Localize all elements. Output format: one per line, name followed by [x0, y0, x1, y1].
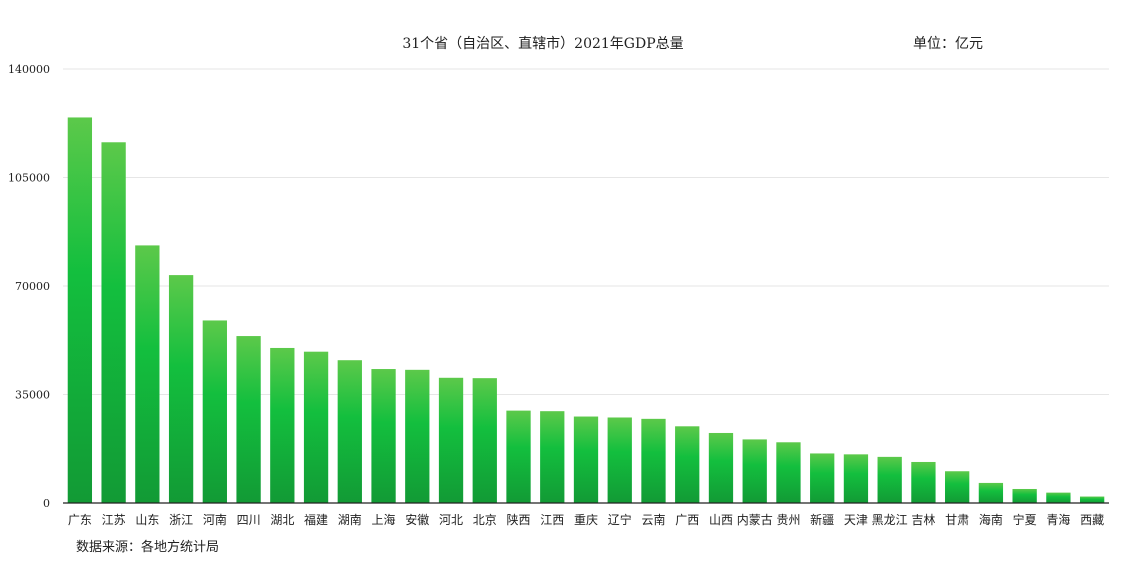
bar-青海: [1046, 492, 1071, 503]
bar-贵州: [776, 442, 801, 503]
bars: [67, 117, 1105, 503]
bar-宁夏: [1012, 488, 1037, 503]
x-tick-label: 重庆: [574, 513, 598, 527]
bar-安徽: [405, 369, 430, 503]
x-tick-label: 山东: [135, 513, 159, 527]
x-tick-label: 新疆: [810, 512, 834, 527]
x-tick-label: 吉林: [911, 513, 935, 527]
bar-黑龙江: [877, 456, 902, 503]
x-tick-label: 广西: [675, 513, 699, 527]
axes: 0 35000 70000 105000 140000 广东 江苏 山东 浙江 河南 四川 湖北 福建湖…: [8, 63, 1109, 527]
bar-云南: [641, 418, 666, 503]
x-tick-label: 浙江: [169, 513, 193, 527]
bar-湖北: [270, 347, 295, 503]
source-label: 数据来源：各地方统计局: [76, 540, 220, 555]
x-tick-label: 湖南: [338, 512, 362, 527]
bar-西藏: [1079, 496, 1105, 503]
x-tick-label: 河北: [439, 513, 463, 527]
x-tick-label: 黑龙江: [872, 513, 908, 527]
x-tick-label: 宁夏: [1013, 512, 1037, 527]
bar-四川: [236, 336, 261, 503]
bar-陕西: [506, 410, 531, 503]
bar-甘肃: [945, 471, 970, 503]
x-tick-label: 广东: [68, 513, 92, 527]
y-tick-label: 105000: [8, 172, 50, 185]
x-tick-label: 福建: [304, 512, 328, 527]
bar-山西: [708, 432, 734, 503]
x-tick-label: 江苏: [102, 513, 126, 527]
bar-海南: [978, 482, 1004, 503]
x-tick-label: 天津: [844, 513, 868, 527]
x-tick-label: 陕西: [507, 512, 531, 527]
bar-湖南: [337, 360, 362, 503]
x-tick-label: 河南: [203, 512, 227, 527]
x-tick-label: 北京: [473, 513, 497, 527]
y-tick-label: 35000: [15, 389, 50, 402]
x-tick-label: 内蒙古: [737, 512, 773, 527]
bar-上海: [371, 369, 396, 503]
bar-新疆: [810, 453, 835, 503]
unit-label: 单位：亿元: [913, 36, 983, 52]
bar-山东: [135, 245, 160, 503]
bar-重庆: [573, 416, 599, 503]
bar-广东: [67, 117, 93, 503]
x-tick-label: 四川: [237, 513, 261, 527]
x-tick-label: 上海: [372, 512, 396, 527]
bar-福建: [303, 351, 329, 503]
bar-北京: [472, 378, 497, 503]
bar-内蒙古: [742, 439, 767, 503]
x-tick-label: 辽宁: [608, 512, 632, 527]
x-tick-label: 山西: [709, 513, 733, 527]
bar-江西: [540, 411, 565, 503]
y-tick-label: 0: [43, 497, 50, 510]
bar-天津: [843, 454, 869, 503]
chart-title: 31个省（自治区、直辖市）2021年GDP总量: [402, 36, 684, 52]
bar-河北: [438, 377, 464, 503]
y-tick-label: 140000: [8, 63, 50, 76]
x-tick-label: 甘肃: [945, 513, 969, 527]
bar-浙江: [168, 275, 194, 503]
bar-河南: [202, 320, 227, 503]
bar-广西: [675, 426, 700, 503]
x-tick-label: 海南: [979, 512, 1003, 527]
x-tick-label: 安徽: [405, 512, 429, 527]
x-tick-label: 贵州: [776, 513, 800, 527]
bar-江苏: [101, 142, 126, 503]
x-tick-label: 青海: [1046, 512, 1070, 527]
x-tick-label: 江西: [540, 513, 564, 527]
x-tick-label: 西藏: [1080, 513, 1104, 527]
x-tick-label: 湖北: [270, 512, 294, 527]
y-tick-label: 70000: [15, 280, 50, 293]
x-tick-label: 云南: [641, 512, 665, 527]
bar-吉林: [911, 461, 936, 503]
bar-辽宁: [607, 417, 632, 503]
